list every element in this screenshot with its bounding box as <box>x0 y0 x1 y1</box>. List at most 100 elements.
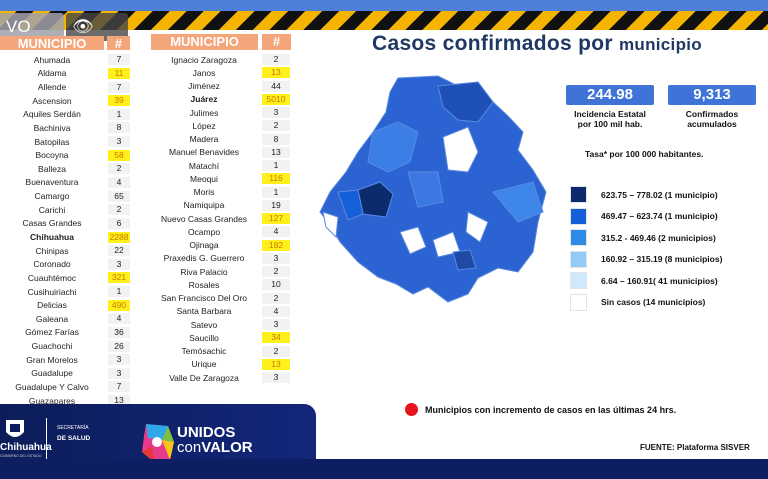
municipio-name: Camargo <box>34 191 70 202</box>
region-light <box>367 121 419 173</box>
case-count: 1 <box>262 160 290 172</box>
case-count: 7 <box>108 81 130 93</box>
case-count: 22 <box>108 245 130 257</box>
case-count: 2 <box>108 163 130 175</box>
region-sin-casos-2 <box>399 226 427 255</box>
case-count: 39 <box>108 95 130 107</box>
table-row: Ignacio Zaragoza 2 <box>150 53 290 66</box>
table-row: Janos 13 <box>150 66 290 79</box>
municipio-name: Guachochi <box>31 341 73 352</box>
table-row: Julimes 3 <box>150 106 290 119</box>
case-count: 3 <box>108 367 130 379</box>
table-row: Gran Morelos 3 <box>0 353 130 367</box>
municipio-name: Saucillo <box>189 332 219 343</box>
table-row: Namiquipa 19 <box>150 199 290 212</box>
municipio-name: Jiménez <box>188 81 220 92</box>
dept-line1: SECRETARÍA <box>57 425 89 431</box>
campaign-logo-icon <box>142 424 174 462</box>
case-count: 2 <box>108 204 130 216</box>
case-count: 3 <box>262 372 290 384</box>
legend-item: 6.64 – 160.91( 41 municipios) <box>570 272 718 289</box>
region-delicias <box>452 249 477 271</box>
municipio-name: Nuevo Casas Grandes <box>161 213 247 224</box>
municipio-name: Gran Morelos <box>26 354 78 365</box>
region-light-2 <box>337 189 364 221</box>
case-count: 3 <box>262 252 290 264</box>
table-row: Camargo 65 <box>0 189 130 203</box>
municipio-name: Guadalupe Y Calvo <box>15 381 89 392</box>
legend-item: 623.75 – 778.02 (1 municipio) <box>570 186 718 203</box>
municipio-name: Bachiniva <box>33 122 71 133</box>
municipio-name: Ocampo <box>187 226 221 237</box>
top-bar <box>0 0 768 11</box>
dept-line2: DE SALUD <box>57 435 91 442</box>
municipio-name: Balleza <box>38 163 66 174</box>
case-count: 3 <box>262 319 290 331</box>
table-row: Guazapares 13 <box>0 394 130 408</box>
region-sin-casos-3 <box>322 211 339 239</box>
legend-swatch <box>570 250 587 268</box>
table-row: Guadalupe Y Calvo 7 <box>0 380 130 394</box>
incidence-value: 244.98 <box>566 85 654 105</box>
table-row: Cuauhtémoc 321 <box>0 271 130 285</box>
table-row: Madera 8 <box>150 133 290 146</box>
case-count: 116 <box>262 173 290 185</box>
region-sin-casos <box>442 126 479 173</box>
case-count: 8 <box>108 122 130 134</box>
municipio-name: Chihuahua <box>30 232 74 242</box>
municipio-name: Guadalupe <box>31 368 73 379</box>
table-row: Guachochi 26 <box>0 339 130 353</box>
table-row: Guadalupe 3 <box>0 366 130 380</box>
table-row: Ojinaga 182 <box>150 239 290 252</box>
municipio-name: Bocoyna <box>35 150 69 161</box>
case-count: 13 <box>262 358 290 370</box>
case-count: 19 <box>262 199 290 211</box>
case-count: 11 <box>108 67 130 79</box>
legend-label: 315.2 - 469.46 (2 municipios) <box>601 232 716 243</box>
bottom-bar <box>0 459 768 479</box>
table-row: Juárez 5010 <box>150 93 290 106</box>
municipio-name: Batopilas <box>34 136 70 147</box>
municipio-name: San Francisco Del Oro <box>161 293 247 304</box>
case-count: 13 <box>108 395 130 407</box>
municipio-name: Meoqui <box>190 173 218 184</box>
table-row: Santa Barbara 4 <box>150 305 290 318</box>
case-count: 44 <box>262 80 290 92</box>
table-row: Buenaventura 4 <box>0 176 130 190</box>
chihuahua-map <box>319 75 547 303</box>
state-shield-logo <box>6 420 24 437</box>
region-sin-casos-5 <box>465 211 489 243</box>
table-row: San Francisco Del Oro 2 <box>150 292 290 305</box>
municipio-name: Guazapares <box>28 395 76 406</box>
municipio-name: Buenaventura <box>25 177 79 188</box>
municipio-name: Aquiles Serdán <box>23 109 81 120</box>
legend-item: 469.47 – 623.74 (1 municipio) <box>570 207 718 225</box>
case-count: 321 <box>108 272 130 284</box>
municipio-name: López <box>192 120 216 131</box>
case-count: 4 <box>108 176 130 188</box>
municipio-name: Gómez Farías <box>25 327 79 338</box>
municipio-name: Allende <box>37 82 67 93</box>
table-row: Manuel Benavides 13 <box>150 146 290 159</box>
legend-item: 160.92 – 315.19 (8 municipios) <box>570 250 722 268</box>
municipio-name: Julimes <box>189 107 219 118</box>
case-count: 3 <box>262 107 290 119</box>
municipio-name: Janos <box>192 67 216 78</box>
table-row: Ocampo 4 <box>150 225 290 238</box>
case-count: 4 <box>262 226 290 238</box>
region-light-4 <box>407 171 444 208</box>
table-row: Balleza 2 <box>0 162 130 176</box>
region-dark <box>437 81 494 123</box>
case-count: 2 <box>262 292 290 304</box>
eye-icon: 👁 <box>72 17 94 36</box>
legend-label: 6.64 – 160.91( 41 municipios) <box>601 275 718 286</box>
legend-label: 469.47 – 623.74 (1 municipio) <box>601 211 718 221</box>
red-note: Municipios con incremento de casos en la… <box>405 403 676 416</box>
confirmed-label: Confirmados acumulados <box>685 109 739 129</box>
case-count: 10 <box>262 279 290 291</box>
table-row: Praxedis G. Guerrero 3 <box>150 252 290 265</box>
case-count: 4 <box>262 305 290 317</box>
table-row: Gómez Farías 36 <box>0 326 130 340</box>
case-count: 3 <box>108 354 130 366</box>
case-count: 2 <box>262 54 290 66</box>
